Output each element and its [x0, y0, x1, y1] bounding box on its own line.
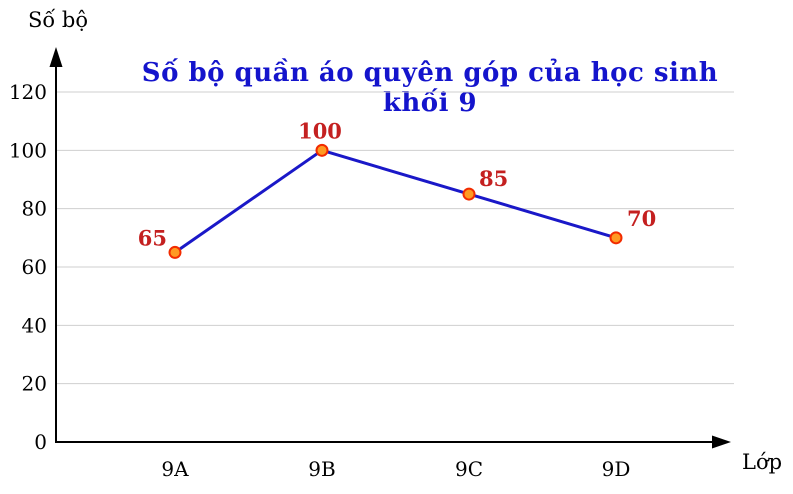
- data-point-marker: [315, 143, 329, 157]
- data-line: [174, 148, 617, 254]
- data-point-marker: [168, 245, 182, 259]
- x-category-label: 9D: [602, 457, 631, 481]
- x-axis-title: Lớp: [742, 450, 783, 474]
- y-tick-label: 100: [9, 138, 47, 162]
- data-point-marker: [609, 231, 623, 245]
- x-category-label: 9C: [455, 457, 483, 481]
- data-point-value-label: 85: [479, 166, 508, 191]
- y-tick-label: 80: [22, 197, 47, 221]
- data-point-value-label: 70: [627, 206, 656, 231]
- y-tick-label: 0: [34, 430, 47, 454]
- x-category-label: 9A: [161, 457, 189, 481]
- y-axis-title: Số bộ: [28, 8, 88, 32]
- x-category-label: 9B: [308, 457, 335, 481]
- data-point-value-label: 100: [298, 118, 342, 143]
- x-axis-arrow-icon: [712, 435, 731, 449]
- y-tick-label: 20: [22, 372, 47, 396]
- y-tick-label: 60: [22, 255, 47, 279]
- y-tick-label: 40: [22, 313, 47, 337]
- chart-title: Số bộ quần áo quyên góp của học sinh khố…: [141, 58, 719, 118]
- y-tick-label: 120: [9, 80, 47, 104]
- data-point-value-label: 65: [138, 225, 167, 250]
- data-point-marker: [462, 187, 476, 201]
- y-axis-arrow-icon: [49, 47, 63, 67]
